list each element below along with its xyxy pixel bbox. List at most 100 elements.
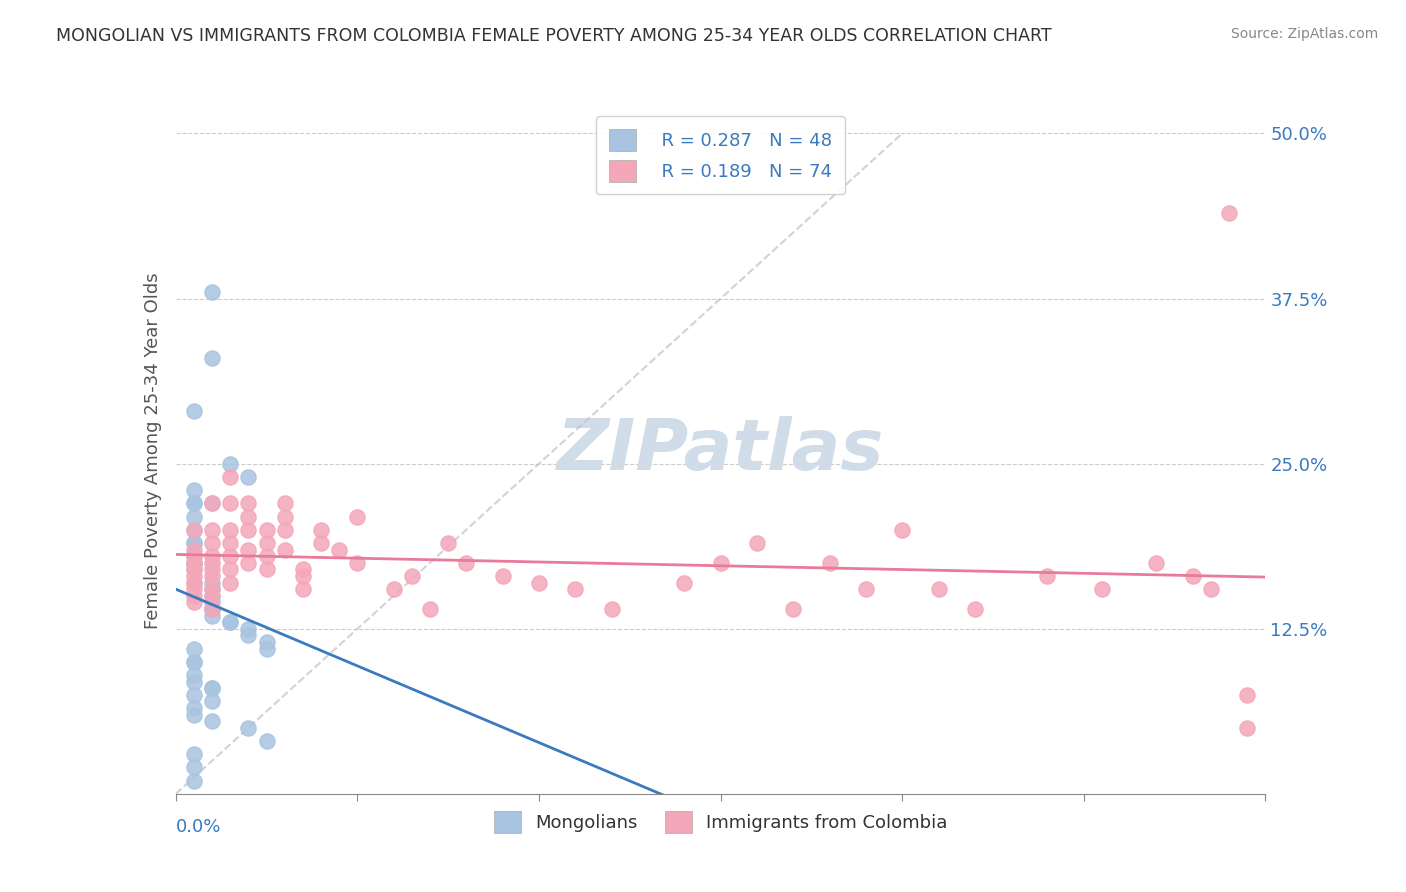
Point (183, 549, 205, 563)
Text: 0.0%: 0.0% (176, 818, 221, 836)
Point (183, 655, 205, 669)
Point (201, 602, 224, 616)
Point (201, 681, 224, 696)
Point (183, 589, 205, 603)
Point (183, 707, 205, 722)
Point (183, 569, 205, 583)
Point (238, 523, 260, 537)
Point (183, 556, 205, 570)
Point (201, 556, 224, 570)
Point (183, 562, 205, 576)
Point (201, 575, 224, 590)
Point (238, 470, 260, 484)
Point (238, 622, 260, 636)
Point (291, 582, 314, 596)
Point (1181, 569, 1204, 583)
Point (256, 536, 278, 550)
Point (201, 582, 224, 596)
Text: MONGOLIAN VS IMMIGRANTS FROM COLOMBIA FEMALE POVERTY AMONG 25-34 YEAR OLDS CORRE: MONGOLIAN VS IMMIGRANTS FROM COLOMBIA FE… (56, 27, 1052, 45)
Point (219, 523, 242, 537)
Point (219, 615, 242, 630)
Point (201, 536, 224, 550)
Point (201, 496, 224, 510)
Point (201, 602, 224, 616)
Point (219, 549, 242, 563)
Point (183, 655, 205, 669)
Point (309, 523, 332, 537)
Point (219, 536, 242, 550)
Point (256, 734, 278, 748)
Point (437, 536, 460, 550)
Point (382, 582, 405, 596)
Point (201, 549, 224, 563)
Point (201, 681, 224, 696)
Point (219, 562, 242, 576)
Point (256, 549, 278, 563)
Point (183, 542, 205, 557)
Point (183, 688, 205, 702)
Point (183, 536, 205, 550)
Point (183, 773, 205, 788)
Point (201, 285, 224, 299)
Text: Source: ZipAtlas.com: Source: ZipAtlas.com (1230, 27, 1378, 41)
Point (346, 509, 368, 524)
Point (1236, 688, 1258, 702)
Point (527, 575, 550, 590)
Point (201, 523, 224, 537)
Point (183, 536, 205, 550)
Point (891, 523, 914, 537)
Point (183, 701, 205, 715)
Point (201, 562, 224, 576)
Point (710, 556, 733, 570)
Point (183, 575, 205, 590)
Point (201, 582, 224, 596)
Point (274, 542, 297, 557)
Point (201, 602, 224, 616)
Point (600, 602, 623, 616)
Text: ZIPatlas: ZIPatlas (557, 416, 884, 485)
Point (183, 674, 205, 689)
Point (183, 562, 205, 576)
Point (183, 523, 205, 537)
Point (492, 569, 515, 583)
Point (419, 602, 441, 616)
Point (201, 595, 224, 609)
Point (256, 523, 278, 537)
Point (328, 542, 350, 557)
Point (183, 549, 205, 563)
Point (782, 602, 804, 616)
Point (309, 536, 332, 550)
Point (274, 496, 297, 510)
Point (256, 635, 278, 649)
Point (183, 496, 205, 510)
Y-axis label: Female Poverty Among 25-34 Year Olds: Female Poverty Among 25-34 Year Olds (143, 272, 162, 629)
Point (201, 496, 224, 510)
Point (183, 582, 205, 596)
Point (201, 608, 224, 623)
Point (183, 556, 205, 570)
Point (1218, 205, 1240, 219)
Point (201, 589, 224, 603)
Point (219, 575, 242, 590)
Point (238, 628, 260, 642)
Point (183, 523, 205, 537)
Point (183, 404, 205, 418)
Point (201, 589, 224, 603)
Point (201, 569, 224, 583)
Point (238, 542, 260, 557)
Point (183, 575, 205, 590)
Point (745, 536, 768, 550)
Point (401, 569, 423, 583)
Point (274, 523, 297, 537)
Point (238, 721, 260, 735)
Point (183, 668, 205, 682)
Point (238, 556, 260, 570)
Point (238, 509, 260, 524)
Point (1199, 582, 1222, 596)
Point (183, 595, 205, 609)
Point (818, 556, 841, 570)
Point (183, 509, 205, 524)
Point (219, 496, 242, 510)
Point (183, 483, 205, 497)
Point (201, 714, 224, 729)
